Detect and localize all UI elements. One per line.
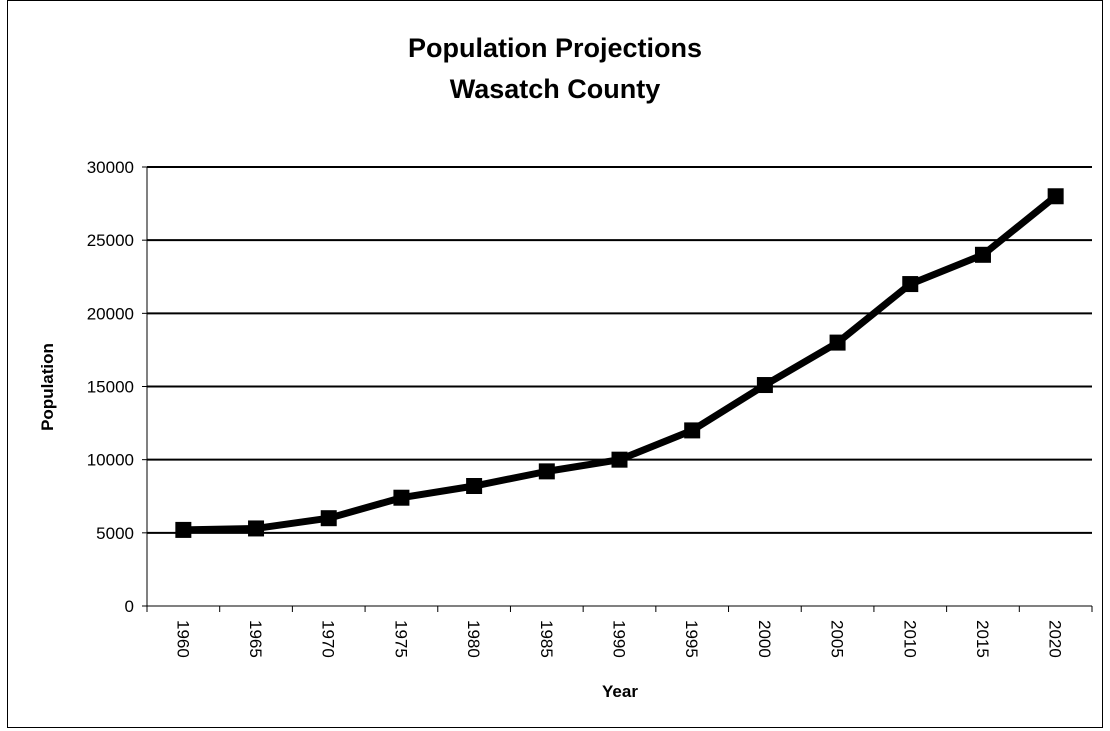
y-tick-label-10000: 10000 — [87, 451, 134, 470]
y-tick-label-0: 0 — [125, 597, 134, 616]
x-tick-label-2020: 2020 — [1046, 620, 1065, 658]
x-axis-title: Year — [602, 682, 638, 701]
chart-title: Population Projections — [408, 33, 702, 63]
data-point-1970 — [320, 510, 337, 527]
data-point-1990 — [611, 451, 628, 468]
x-tick-label-2005: 2005 — [828, 620, 847, 658]
x-tick-label-1990: 1990 — [610, 620, 629, 658]
gridlines — [147, 166, 1092, 534]
y-tick-label-5000: 5000 — [96, 524, 134, 543]
chart-frame — [7, 0, 1103, 728]
data-point-1960 — [175, 521, 192, 538]
x-tick-label-1985: 1985 — [537, 620, 556, 658]
x-tick-label-2015: 2015 — [973, 620, 992, 658]
y-tick-label-15000: 15000 — [87, 378, 134, 397]
x-tick-label-1975: 1975 — [391, 620, 410, 658]
y-axis-title: Population — [38, 343, 57, 431]
data-point-1985 — [538, 463, 555, 480]
axes — [142, 166, 1093, 612]
x-tick-label-2000: 2000 — [755, 620, 774, 658]
x-tick-label-1970: 1970 — [319, 620, 338, 658]
x-tick-label-1960: 1960 — [173, 620, 192, 658]
y-tick-label-25000: 25000 — [87, 231, 134, 250]
y-tick-label-20000: 20000 — [87, 304, 134, 323]
data-point-1975 — [393, 489, 410, 506]
x-tick-label-1965: 1965 — [246, 620, 265, 658]
x-tick-label-2010: 2010 — [900, 620, 919, 658]
x-tick-labels: 1960 1965 1970 1975 1980 1985 1990 1995 2000 2005… — [173, 620, 1064, 658]
x-tick-label-1995: 1995 — [682, 620, 701, 658]
data-point-2000 — [756, 377, 773, 394]
data-point-1965 — [248, 520, 265, 537]
data-point-2015 — [974, 246, 991, 263]
y-tick-labels: 0 5000 10000 15000 20000 25000 30000 — [87, 158, 134, 616]
y-tick-label-30000: 30000 — [87, 158, 134, 177]
data-point-2010 — [902, 276, 919, 293]
series-line — [179, 192, 1060, 534]
data-point-1980 — [466, 478, 483, 495]
data-point-2005 — [829, 334, 846, 351]
data-point-1995 — [684, 422, 701, 439]
series-population — [175, 188, 1064, 538]
x-tick-label-1980: 1980 — [464, 620, 483, 658]
chart-subtitle: Wasatch County — [450, 74, 661, 104]
data-point-2020 — [1047, 188, 1064, 205]
